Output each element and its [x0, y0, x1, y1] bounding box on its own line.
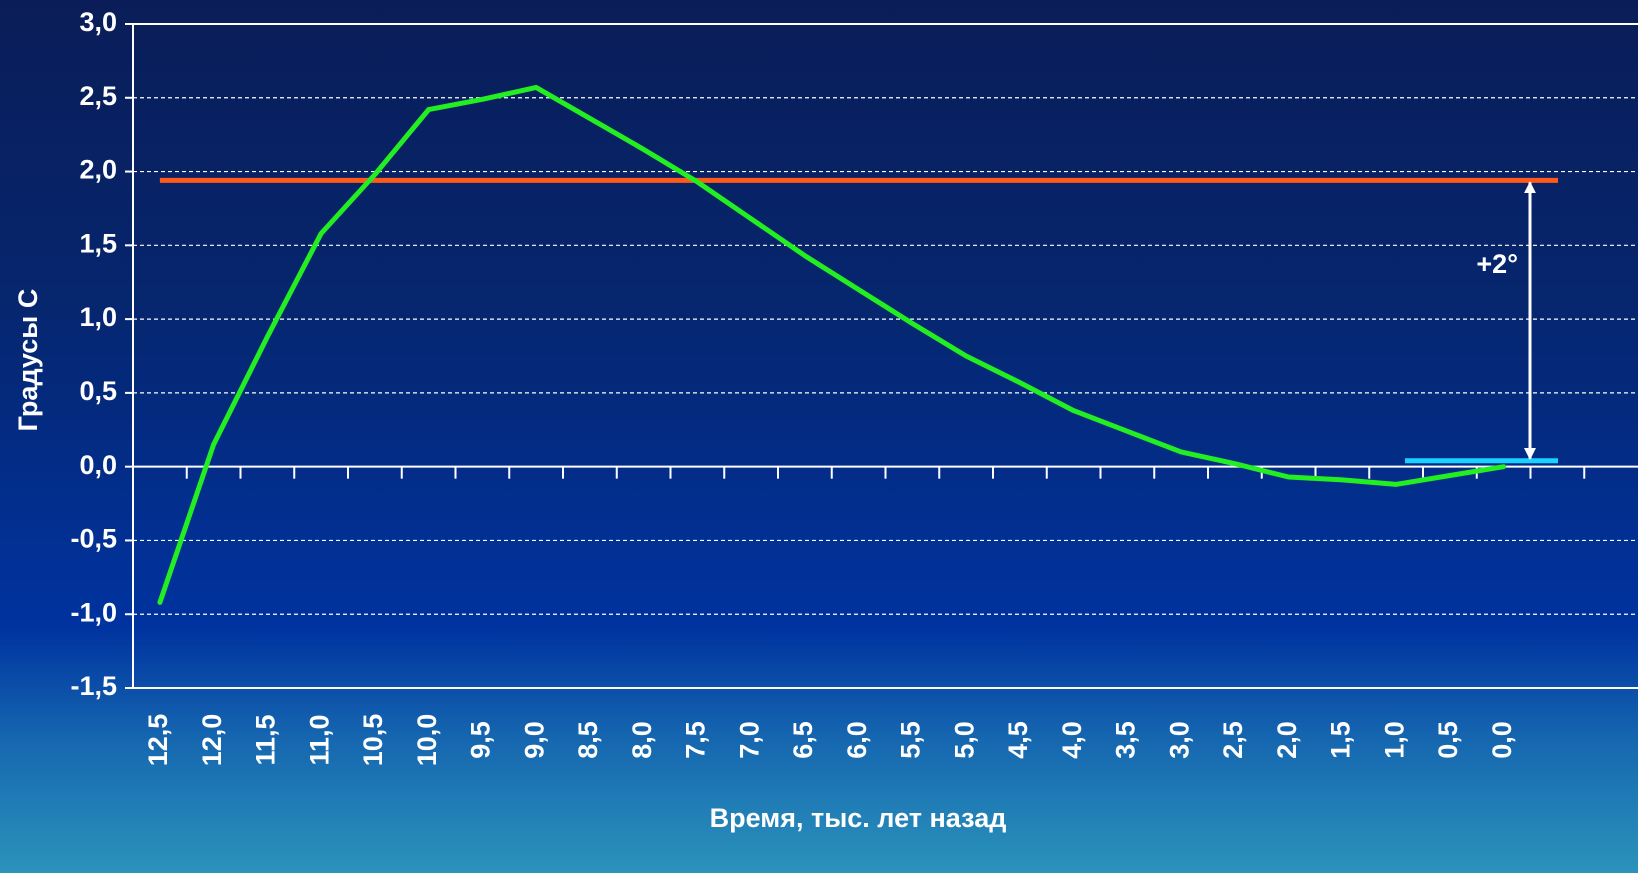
x-tick-label: 8,5	[573, 721, 603, 759]
annotation-label: +2°	[1476, 249, 1518, 279]
x-tick-label: 11,5	[251, 714, 281, 765]
x-tick-label: 7,0	[734, 721, 764, 759]
x-tick-label: 0,5	[1433, 721, 1463, 759]
y-tick-label: 0,0	[79, 450, 117, 480]
x-tick-label: 9,5	[466, 721, 496, 759]
x-tick-label: 8,0	[627, 721, 657, 759]
y-tick-label: 0,5	[79, 376, 117, 406]
x-tick-label: 10,0	[412, 714, 442, 767]
data-line	[157, 84, 1507, 605]
x-tick-label: 2,0	[1272, 721, 1302, 759]
y-tick-label: 1,5	[79, 228, 117, 258]
x-tick-label: 5,5	[896, 721, 926, 759]
y-tick-label: 2,5	[79, 81, 117, 111]
x-tick-label: 3,5	[1111, 721, 1141, 759]
x-tick-label: 4,5	[1003, 721, 1033, 759]
x-tick-label: 10,5	[358, 714, 388, 767]
y-tick-label: 2,0	[79, 155, 117, 185]
x-tick-label: 1,0	[1379, 721, 1409, 759]
y-tick-label: 1,0	[79, 302, 117, 332]
x-tick-label: 2,5	[1218, 721, 1248, 759]
x-tick-label: 3,0	[1164, 721, 1194, 759]
x-tick-label: 4,0	[1057, 721, 1087, 759]
x-tick-label: 9,0	[519, 721, 549, 759]
y-axis-title: Градусы С	[13, 289, 43, 432]
x-tick-label: 11,0	[304, 714, 334, 765]
x-tick-label: 7,5	[681, 721, 711, 759]
x-tick-label: 6,5	[788, 721, 818, 759]
y-tick-label: -1,0	[70, 597, 117, 627]
x-tick-label: 12,0	[197, 714, 227, 767]
x-tick-label: 5,0	[949, 721, 979, 759]
y-tick-label: -0,5	[70, 524, 117, 554]
x-tick-label: 1,5	[1326, 721, 1356, 759]
y-tick-label: 3,0	[79, 7, 117, 37]
x-axis-title: Время, тыс. лет назад	[710, 803, 1007, 833]
x-tick-label: 0,0	[1487, 721, 1517, 759]
x-tick-label: 6,0	[842, 721, 872, 759]
y-tick-label: -1,5	[70, 671, 117, 701]
x-tick-label: 12,5	[143, 714, 173, 767]
